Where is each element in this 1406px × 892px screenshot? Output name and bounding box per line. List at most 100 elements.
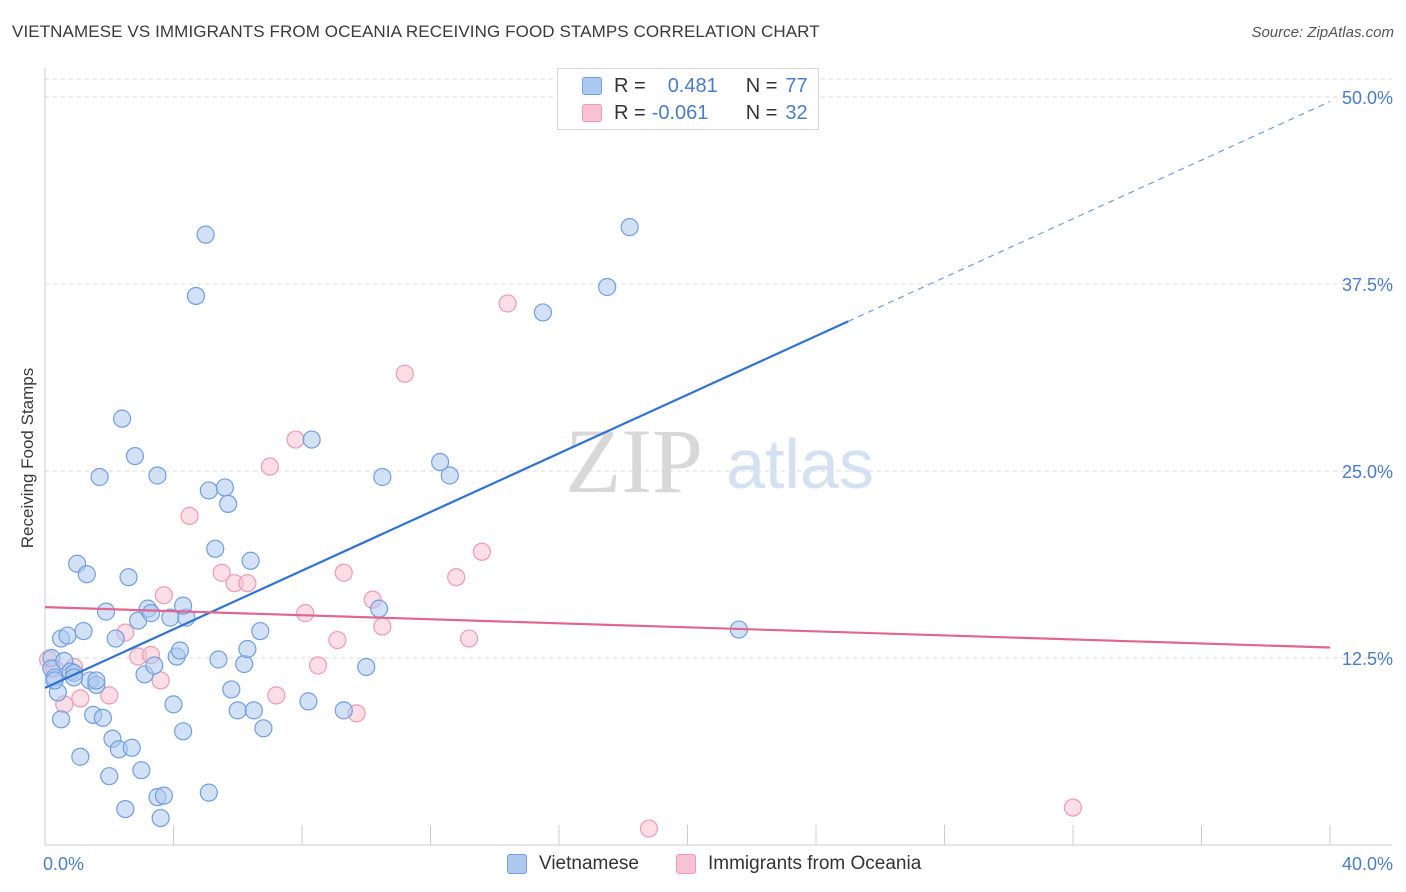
tick-labels: 12.5% 25.0% 37.5% 50.0% 0.0% 40.0% (43, 88, 1393, 874)
point-vietnamese (440, 466, 459, 485)
point-vietnamese (241, 551, 260, 570)
point-oceania (639, 819, 659, 838)
point-oceania (100, 686, 119, 705)
point-vietnamese (174, 722, 193, 741)
x-tick-label: 40.0% (1342, 854, 1393, 874)
r-label: R = (614, 74, 646, 97)
legend-item-vietnamese: Vietnamese (507, 852, 639, 876)
point-vietnamese (431, 452, 450, 472)
point-vietnamese (106, 629, 125, 648)
point-vietnamese (119, 568, 138, 587)
r-value: 0.481 (667, 74, 718, 97)
point-oceania (1063, 798, 1083, 817)
legend-swatch-oceania (676, 854, 696, 874)
point-vietnamese (112, 409, 132, 428)
legend-label-vietnamese: Vietnamese (539, 853, 639, 874)
point-vietnamese (373, 467, 392, 487)
legend-item-oceania: Immigrants from Oceania (676, 852, 921, 876)
n-label: N = (745, 74, 778, 97)
point-oceania (472, 542, 491, 561)
point-vietnamese (154, 786, 173, 805)
r-value: -0.061 (651, 101, 709, 124)
point-vietnamese (71, 747, 90, 766)
point-vietnamese (299, 692, 318, 711)
point-vietnamese (87, 671, 106, 690)
point-oceania (373, 617, 392, 636)
x-tick-label: 0.0% (43, 854, 84, 874)
point-vietnamese (186, 286, 206, 306)
source-label: Source: ZipAtlas.com (1251, 24, 1394, 41)
point-oceania (154, 586, 173, 605)
point-vietnamese (206, 539, 225, 558)
point-oceania (459, 629, 479, 648)
point-oceania (334, 563, 353, 582)
point-vietnamese (116, 799, 135, 819)
r-label: R = (614, 101, 646, 124)
series-oceania-points (39, 294, 1083, 838)
point-vietnamese (620, 218, 639, 237)
point-vietnamese (370, 599, 389, 618)
point-vietnamese (125, 446, 145, 466)
point-vietnamese (254, 719, 273, 738)
trend-line-vietnamese-extended (847, 100, 1331, 322)
stats-row-oceania: R = -0.061 N = 32 (582, 101, 808, 125)
point-vietnamese (170, 641, 190, 660)
point-vietnamese (199, 481, 218, 500)
point-vietnamese (100, 767, 119, 786)
point-oceania (286, 430, 305, 449)
point-oceania (260, 457, 279, 476)
point-vietnamese (122, 738, 141, 757)
point-vietnamese (598, 277, 617, 297)
point-vietnamese (93, 708, 112, 727)
point-vietnamese (196, 225, 215, 244)
point-vietnamese (77, 565, 96, 584)
point-vietnamese (141, 604, 161, 623)
point-vietnamese (235, 654, 254, 674)
point-vietnamese (199, 783, 218, 802)
point-vietnamese (219, 494, 238, 514)
point-vietnamese (334, 701, 353, 720)
point-oceania (180, 506, 199, 525)
point-oceania (308, 656, 328, 675)
y-tick-label: 25.0% (1342, 462, 1393, 482)
legend-swatch-vietnamese (507, 854, 527, 874)
point-oceania (151, 671, 170, 690)
point-vietnamese (357, 657, 376, 677)
point-vietnamese (148, 466, 167, 485)
axes (44, 68, 1392, 846)
point-vietnamese (96, 602, 116, 621)
n-value: 77 (785, 74, 808, 97)
watermark-zip: ZIP (565, 410, 703, 512)
point-oceania (212, 563, 231, 582)
stats-legend: R = 0.481 N = 77 R = -0.061 N = 32 (557, 68, 819, 130)
series-vietnamese-points (42, 218, 749, 828)
watermark-atlas: atlas (726, 425, 874, 503)
point-vietnamese (58, 626, 77, 645)
point-vietnamese (222, 680, 241, 699)
watermark: ZIP atlas (565, 410, 874, 512)
point-vietnamese (164, 695, 183, 714)
y-tick-label: 12.5% (1342, 649, 1393, 669)
point-vietnamese (90, 467, 109, 487)
point-vietnamese (244, 701, 263, 720)
point-vietnamese (74, 621, 93, 641)
point-oceania (498, 294, 517, 313)
swatch-oceania (582, 104, 602, 122)
point-vietnamese (209, 650, 228, 669)
trend-lines (44, 100, 1331, 689)
point-oceania (296, 604, 315, 623)
point-oceania (238, 574, 257, 593)
legend-label-oceania: Immigrants from Oceania (708, 853, 922, 874)
point-vietnamese (228, 701, 247, 720)
stats-row-vietnamese: R = 0.481 N = 77 (582, 74, 808, 98)
trend-line-vietnamese (44, 320, 849, 689)
y-tick-label: 50.0% (1342, 88, 1393, 108)
point-oceania (71, 689, 90, 708)
point-vietnamese (151, 808, 170, 828)
chart-title: VIETNAMESE VS IMMIGRANTS FROM OCEANIA RE… (12, 22, 820, 41)
point-vietnamese (251, 621, 270, 641)
swatch-vietnamese (582, 77, 602, 95)
point-oceania (267, 686, 286, 705)
point-vietnamese (302, 430, 321, 449)
